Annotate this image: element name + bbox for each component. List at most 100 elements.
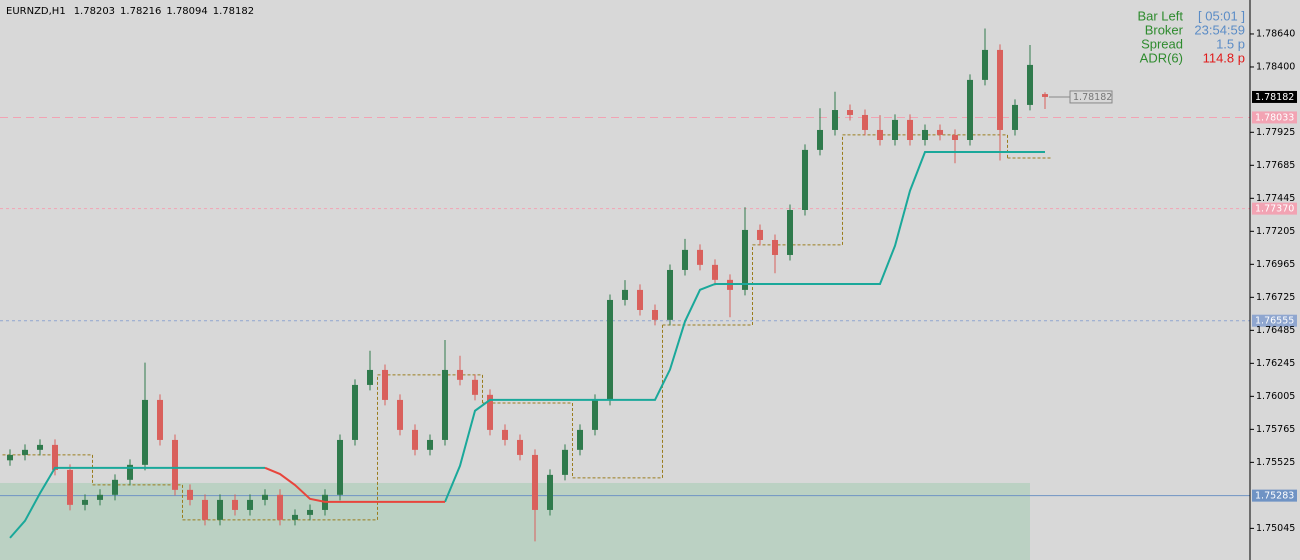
symbol: EURNZD,H1 (6, 6, 66, 17)
candle-body (262, 494, 268, 500)
y-tick-label: 1.78640 (1256, 28, 1295, 39)
indicator-line (9, 150, 1045, 539)
candle-body (337, 439, 343, 495)
level-label-bg (1252, 314, 1297, 327)
candle-body (517, 439, 523, 455)
candle-body (892, 119, 898, 140)
candle-body (697, 249, 703, 265)
candle-body (532, 454, 538, 510)
candle-body (472, 379, 478, 395)
candle-body (577, 429, 583, 450)
price-label-bg (1252, 90, 1297, 103)
price-axis: 1.78033 1.77370 1.76555 1.75283 1.78640 1.784… (1250, 28, 1297, 534)
candle-body (982, 49, 988, 80)
quote-low: 1.78094 (166, 6, 207, 17)
candle-body (997, 49, 1003, 130)
plot-area: 1.78182 (0, 28, 1250, 560)
candle-body (187, 489, 193, 500)
candle-body (52, 444, 58, 470)
candle-body (457, 369, 463, 380)
candle-body (802, 149, 808, 210)
info-value: 1.5 p (1216, 36, 1245, 51)
y-tick-label: 1.77925 (1256, 127, 1295, 138)
candle-body (37, 444, 43, 450)
candle-body (712, 264, 718, 280)
candle-body (172, 439, 178, 490)
candle-body (352, 384, 358, 440)
y-tick-label: 1.75525 (1256, 457, 1295, 468)
info-value: 23:54:59 (1194, 22, 1245, 37)
candle-body (412, 429, 418, 450)
level-label: 1.77370 (1255, 204, 1294, 215)
candle-body (292, 514, 298, 520)
candle-body (1042, 94, 1048, 97)
candle-body (742, 229, 748, 290)
symbol-header: EURNZD,H1 1.78203 1.78216 1.78094 1.78182 (6, 6, 254, 17)
candle-body (562, 449, 568, 475)
candle-body (847, 110, 853, 115)
candle-body (607, 299, 613, 400)
y-tick-label: 1.76485 (1256, 325, 1295, 336)
candle-body (937, 129, 943, 135)
y-tick-label: 1.75765 (1256, 424, 1295, 435)
quote-close: 1.78182 (213, 6, 254, 17)
candle-body (952, 134, 958, 140)
candle-body (592, 399, 598, 430)
y-tick-label: 1.76965 (1256, 259, 1295, 270)
candle-body (22, 449, 28, 455)
price-label: 1.78182 (1255, 92, 1294, 103)
candle-body (247, 499, 253, 510)
indicator-line (264, 466, 445, 503)
y-tick-label: 1.76005 (1256, 391, 1295, 402)
candle-body (637, 289, 643, 310)
candle-body (682, 249, 688, 270)
candle-body (82, 499, 88, 505)
y-tick-label: 1.77445 (1256, 193, 1295, 204)
y-tick-label: 1.75045 (1256, 523, 1295, 534)
candle-body (232, 499, 238, 510)
candle-body (112, 479, 118, 495)
info-label: Spread (1141, 36, 1183, 51)
candle-body (787, 210, 793, 255)
price-zone (0, 482, 1030, 560)
level-label-bg (1252, 111, 1297, 124)
candle-body (502, 429, 508, 440)
candle-body (862, 114, 868, 130)
candle-body (487, 394, 493, 430)
y-tick-label: 1.78400 (1256, 61, 1295, 72)
candle-body (967, 79, 973, 140)
candle-body (877, 129, 883, 140)
candle-body (427, 439, 433, 450)
level-label-bg (1252, 202, 1297, 215)
candle-body (277, 494, 283, 520)
candle-body (667, 269, 673, 320)
candle-body (1027, 64, 1033, 105)
candle-body (202, 499, 208, 520)
candle-body (1012, 104, 1018, 130)
candle-body (217, 499, 223, 520)
candle-body (67, 469, 73, 505)
info-panel: Bar Left [ 05:01 ] Broker 23:54:59 Spread 1.5… (1137, 8, 1245, 65)
info-value: 114.8 p (1203, 50, 1245, 65)
bid-label: 1.78182 (1073, 92, 1112, 103)
candle-body (757, 229, 763, 240)
candle-body (382, 369, 388, 400)
candle-body (907, 119, 913, 140)
level-label: 1.76555 (1255, 316, 1294, 327)
candle-body (127, 464, 133, 480)
candle-body (622, 289, 628, 300)
candle-body (922, 129, 928, 140)
y-tick-label: 1.76245 (1256, 358, 1295, 369)
candle-body (547, 474, 553, 510)
candle-body (397, 399, 403, 430)
y-tick-label: 1.77685 (1256, 160, 1295, 171)
bid-label-bg (1069, 90, 1113, 104)
quote-high: 1.78216 (120, 6, 161, 17)
level-label-bg (1252, 489, 1297, 502)
candle-body (157, 399, 163, 440)
candle-body (772, 239, 778, 255)
y-tick-label: 1.77205 (1256, 226, 1295, 237)
candle-body (367, 369, 373, 385)
info-label: Bar Left (1137, 8, 1183, 23)
